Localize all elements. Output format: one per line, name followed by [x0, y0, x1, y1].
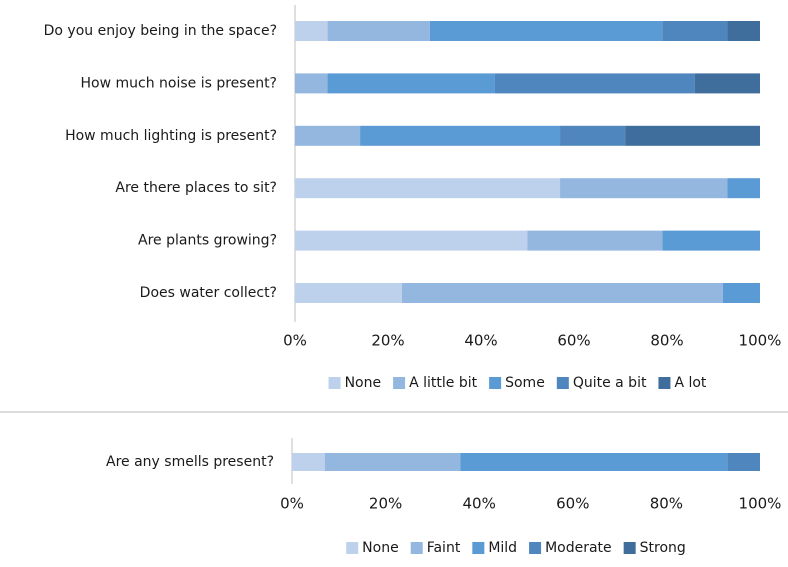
x-tick-label: 40%: [463, 495, 496, 513]
bar-segment: [324, 453, 461, 471]
bar-segment: [295, 230, 528, 251]
bar-segment: [327, 21, 430, 41]
legend-swatch: [489, 377, 502, 389]
bar-segment: [727, 21, 760, 41]
bar-segment: [662, 21, 728, 41]
legend-swatch: [472, 542, 485, 554]
bar-segment: [560, 178, 728, 199]
bar-segment: [727, 453, 760, 471]
category-label: Are any smells present?: [106, 454, 274, 470]
legend-swatch: [346, 542, 359, 554]
bar-segment: [560, 125, 626, 146]
category-label: Are plants growing?: [138, 233, 277, 249]
bar-segment: [527, 230, 663, 251]
legend-label: Some: [505, 375, 545, 391]
bar-segment: [694, 73, 760, 94]
x-tick-label: 80%: [650, 332, 683, 350]
bar-segment: [625, 125, 760, 146]
x-tick-label: 0%: [280, 495, 304, 513]
legend-swatch: [529, 542, 542, 554]
category-label: Does water collect?: [140, 285, 277, 301]
legend-label: None: [345, 375, 382, 391]
legend-label: A lot: [674, 375, 706, 391]
legend-swatch: [328, 377, 341, 389]
legend-swatch: [410, 542, 423, 554]
category-label: How much noise is present?: [81, 75, 278, 91]
x-tick-label: 20%: [371, 332, 404, 350]
legend-swatch: [623, 542, 636, 554]
legend-label: None: [362, 540, 399, 556]
x-tick-label: 80%: [650, 495, 683, 513]
legend-swatch: [393, 377, 406, 389]
bar-segment: [292, 453, 325, 471]
x-tick-label: 100%: [739, 495, 782, 513]
x-tick-label: 100%: [739, 332, 782, 350]
legend-label: Faint: [427, 540, 461, 556]
bar-segment: [429, 21, 663, 41]
bar-segment: [295, 21, 328, 41]
bar-segment: [722, 283, 760, 303]
legend-label: Strong: [640, 540, 686, 556]
bar-segment: [295, 283, 402, 303]
legend-swatch: [556, 377, 569, 389]
bar-segment: [295, 73, 328, 94]
bar-segment: [662, 230, 760, 251]
x-tick-label: 40%: [464, 332, 497, 350]
bar-segment: [727, 178, 760, 199]
legend-label: Moderate: [545, 540, 612, 556]
legend-label: Mild: [488, 540, 517, 556]
bar-segment: [295, 125, 361, 146]
bar-segment: [494, 73, 695, 94]
bar-segment: [460, 453, 728, 471]
x-tick-label: 20%: [369, 495, 402, 513]
legend-label: A little bit: [409, 375, 478, 391]
category-label: Are there places to sit?: [115, 180, 277, 196]
legend-label: Quite a bit: [573, 375, 647, 391]
legend-swatch: [658, 377, 671, 389]
bar-segment: [401, 283, 723, 303]
bar-segment: [327, 73, 495, 94]
bar-segment: [295, 178, 561, 199]
category-label: How much lighting is present?: [65, 128, 277, 144]
x-tick-label: 0%: [283, 332, 307, 350]
x-tick-label: 60%: [557, 332, 590, 350]
category-label: Do you enjoy being in the space?: [44, 23, 277, 39]
bar-segment: [360, 125, 561, 146]
x-tick-label: 60%: [556, 495, 589, 513]
